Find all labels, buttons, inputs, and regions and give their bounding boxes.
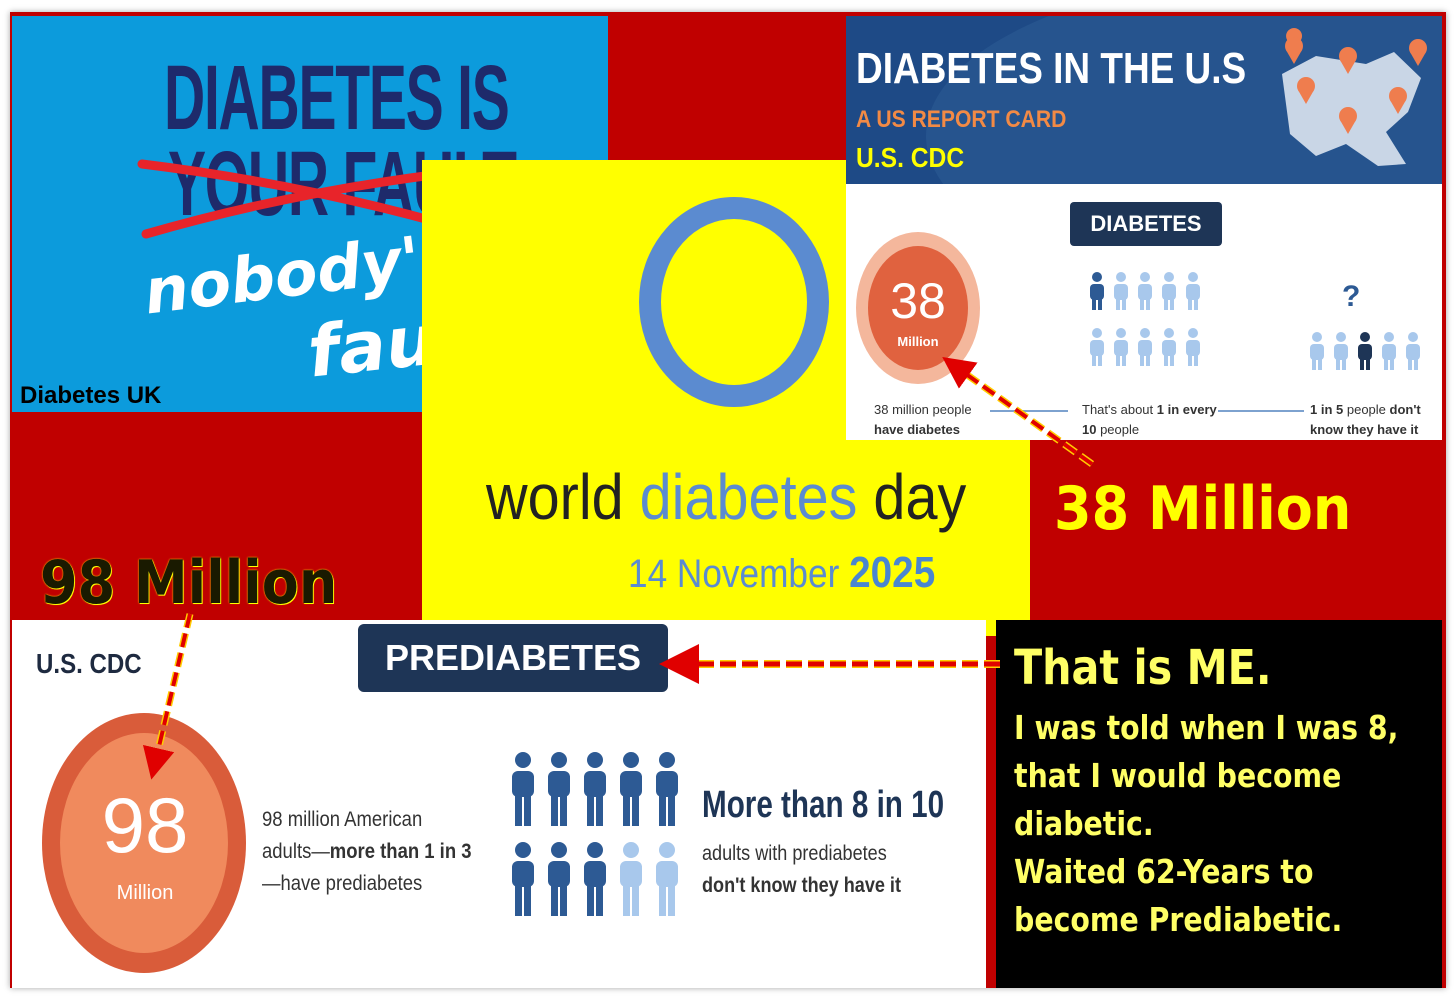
callout-38-million: 38 Million — [1054, 474, 1352, 544]
cdc-report-subtitle: A US REPORT CARD — [856, 106, 1067, 133]
wdd-year: 2025 — [849, 548, 936, 597]
personal-line1: I was told when I was 8, — [1014, 708, 1399, 747]
wdd-date-text: 14 November — [628, 552, 840, 596]
pre-stat2-line1: adults with prediabetes — [702, 842, 887, 865]
stat2-line2-rest: people — [1096, 422, 1140, 437]
stat1-caption: 38 million people have diabetes — [874, 400, 972, 440]
pre-stat1-line2-pre: adults— — [262, 840, 330, 863]
stat3-caption: 1 in 5 people don't know they have it — [1310, 400, 1421, 440]
callout-98-million: 98 Million — [40, 548, 338, 618]
pre-stat2-line2: don't know they have it — [702, 874, 901, 897]
personal-line3: diabetic. — [1014, 804, 1154, 843]
stat2-line2-bold: 10 — [1082, 422, 1097, 437]
stat-unit-million-98: Million — [116, 882, 174, 904]
source-label-cdc-top: U.S. CDC — [856, 142, 965, 173]
cdc-report-title: DIABETES IN THE U.S — [856, 44, 1247, 93]
cdc-diabetes-panel: DIABETES IN THE U.S A US REPORT CARD U.S… — [846, 16, 1442, 440]
pre-stat1-line1: 98 million American — [262, 808, 423, 831]
us-map-graphic — [926, 16, 1442, 184]
cdc-report-header: DIABETES IN THE U.S A US REPORT CARD U.S… — [846, 16, 1442, 184]
pre-stat1-line2-bold: more than 1 in 3 — [329, 840, 472, 863]
stat1-line2: have diabetes — [874, 422, 960, 437]
stat-circle-98 — [42, 713, 246, 973]
stat3-mid: people — [1343, 402, 1390, 417]
stat3-bold: 1 in 5 — [1310, 402, 1344, 417]
source-label-cdc-bottom: U.S. CDC — [36, 648, 142, 679]
stat2-bold: 1 in every — [1156, 402, 1217, 417]
wdd-title: world diabetes day — [486, 460, 966, 534]
stat-number-38: 38 — [890, 273, 946, 329]
wdd-word-world: world — [486, 461, 624, 533]
stat-circle-38 — [856, 232, 980, 384]
personal-line4: Waited 62-Years to — [1014, 852, 1314, 891]
stat3-line2: know they have it — [1310, 422, 1419, 437]
pre-stat2-headline: More than 8 in 10 — [702, 784, 945, 826]
stat-number-98: 98 — [101, 781, 189, 869]
pre-stat1-line3: —have prediabetes — [262, 872, 423, 895]
uk-headline-line1: DIABETES IS — [164, 47, 510, 149]
divider — [1218, 410, 1304, 412]
stat2-pre: That's about — [1082, 402, 1157, 417]
wdd-date: 14 November 2025 — [628, 548, 935, 598]
stat-unit-million: Million — [897, 334, 939, 349]
stat3-bold2: don't — [1389, 402, 1421, 417]
personal-line5: become Prediabetic. — [1014, 900, 1343, 939]
wdd-word-diabetes: diabetes — [639, 461, 858, 533]
personal-line2: that I would become — [1014, 756, 1342, 795]
personal-statement-panel: That is ME. I was told when I was 8, tha… — [996, 620, 1442, 988]
pre-stat2-caption: adults with prediabetes don't know they … — [702, 838, 901, 902]
blue-circle-logo — [639, 197, 829, 407]
map-pin-icon — [1285, 28, 1427, 134]
stat2-caption: That's about 1 in every 10 people — [1082, 400, 1217, 440]
diabetes-badge: DIABETES — [1070, 202, 1222, 246]
pre-stat1-caption: 98 million American adults—more than 1 i… — [262, 804, 472, 900]
annotation-arrows — [142, 357, 1095, 780]
question-mark-icon: ? — [1342, 280, 1361, 313]
divider — [990, 410, 1068, 412]
prediabetes-badge: PREDIABETES — [358, 624, 668, 692]
source-label-diabetes-uk: Diabetes UK — [20, 382, 162, 409]
collage: DIABETES IS YOUR FAULT nobody's fault Di… — [10, 12, 1446, 988]
wdd-word-day: day — [873, 461, 967, 533]
personal-headline: That is ME. — [1014, 640, 1272, 696]
stat1-line1: 38 million people — [874, 402, 972, 417]
